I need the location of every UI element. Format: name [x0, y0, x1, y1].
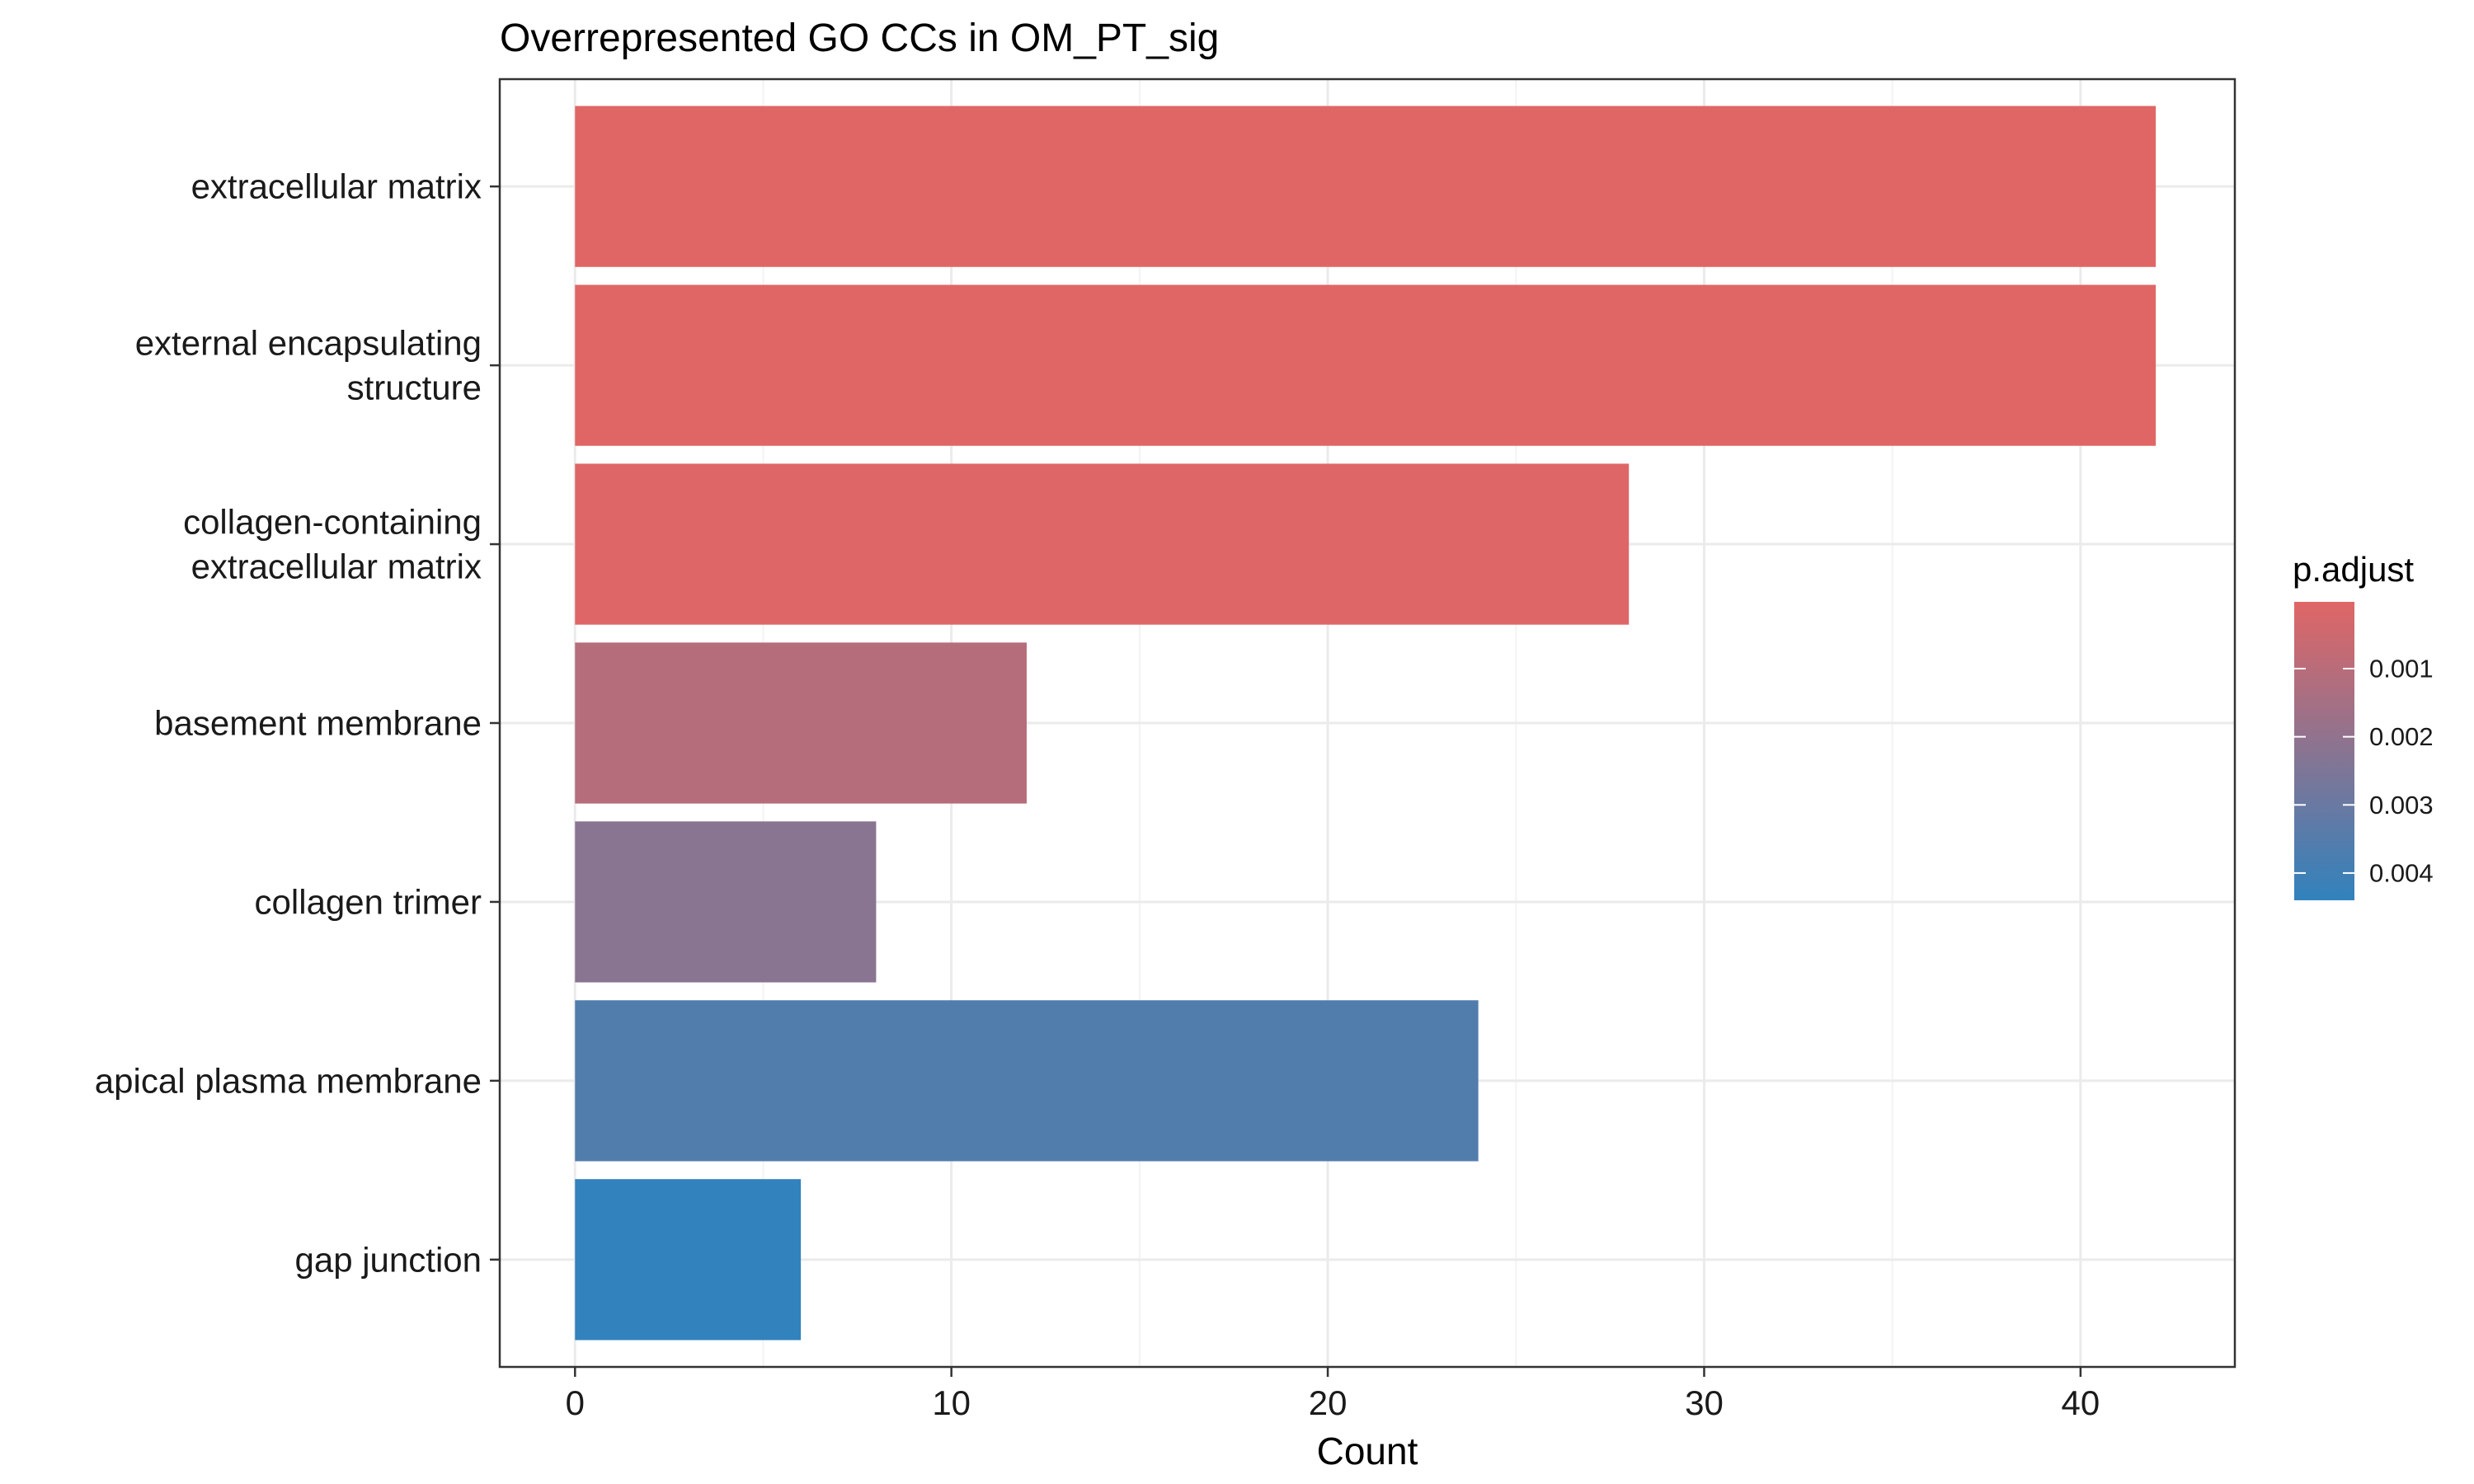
- bar: [575, 821, 877, 983]
- bar: [575, 284, 2157, 446]
- category-label: apical plasma membrane: [95, 1061, 482, 1100]
- category-label: structure: [347, 369, 482, 407]
- category-label: extracellular matrix: [191, 167, 482, 206]
- legend-gradient: [2294, 602, 2354, 900]
- legend-colorbar: [2294, 602, 2354, 900]
- legend-ticks: 0.001 0.002 0.003 0.004: [2294, 654, 2434, 887]
- legend-tick-label: 0.003: [2369, 791, 2434, 819]
- x-tick-label: 30: [1685, 1383, 1724, 1422]
- legend-tick-label: 0.002: [2369, 722, 2434, 751]
- bar: [575, 642, 1027, 804]
- legend-tick-label: 0.004: [2369, 858, 2434, 887]
- bar: [575, 1179, 802, 1341]
- category-label: external encapsulating: [135, 324, 482, 363]
- chart-title: Overrepresented GO CCs in OM_PT_sig: [500, 16, 1219, 60]
- y-axis: extracellular matrix external encapsulati…: [95, 167, 500, 1279]
- x-tick-label: 40: [2062, 1383, 2100, 1422]
- x-tick-label: 0: [566, 1383, 585, 1422]
- category-label: extracellular matrix: [191, 547, 482, 586]
- x-tick-label: 10: [932, 1383, 971, 1422]
- legend-tick-label: 0.001: [2369, 654, 2434, 683]
- category-label: collagen-containing: [183, 503, 482, 542]
- bars: [575, 106, 2157, 1341]
- category-label: basement membrane: [154, 704, 482, 743]
- legend-title: p.adjust: [2293, 550, 2414, 589]
- bar: [575, 1000, 1479, 1162]
- category-label: gap junction: [294, 1240, 482, 1279]
- legend: p.adjust 0.001 0.002 0.003 0.004: [2293, 550, 2434, 900]
- x-axis-title: Count: [1317, 1430, 1418, 1472]
- bar: [575, 463, 1630, 625]
- category-label: collagen trimer: [255, 882, 482, 921]
- bar: [575, 106, 2157, 267]
- x-axis: 0 10 20 30 40: [566, 1367, 2100, 1422]
- x-tick-label: 20: [1309, 1383, 1348, 1422]
